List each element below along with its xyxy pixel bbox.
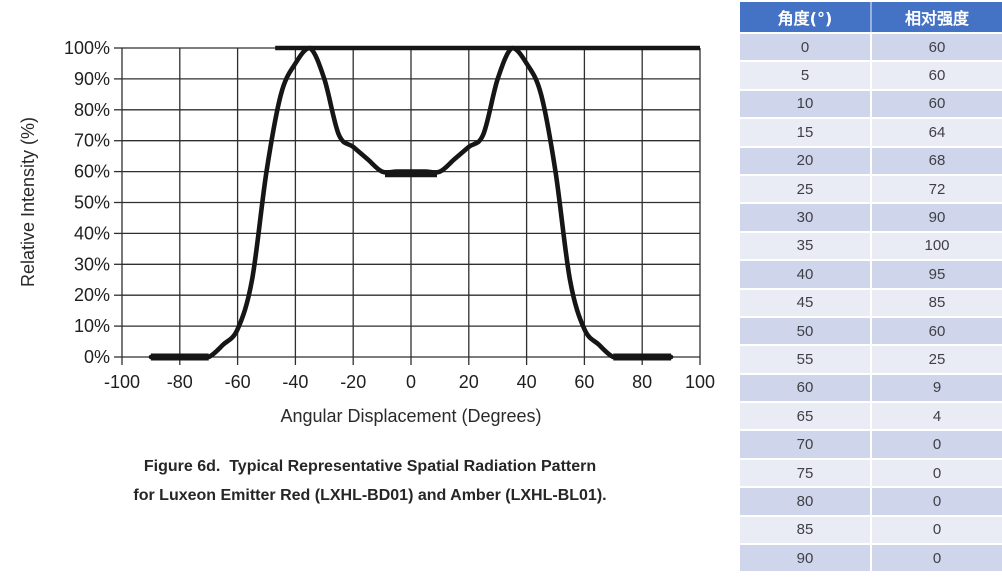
intensity-cell: 68 (871, 146, 1002, 176)
table-row: 45 85 (740, 288, 1002, 318)
angle-table-body: 0 60 5 60 10 60 15 64 20 68 25 72 30 90 35 100 40 95 45 85 5… (740, 33, 1002, 574)
table-row: 65 4 (740, 402, 1002, 432)
y-tick-label: 60% (74, 162, 110, 182)
angle-cell: 5 (740, 61, 872, 91)
angle-cell: 15 (740, 118, 872, 148)
table-row: 0 60 (740, 33, 1002, 63)
table-row: 20 68 (740, 146, 1002, 176)
table-row: 15 64 (740, 118, 1002, 148)
table-row: 25 72 (740, 174, 1002, 205)
table-row: 40 95 (740, 260, 1002, 290)
table-row: 70 0 (740, 430, 1002, 460)
angle-cell: 50 (740, 316, 872, 347)
y-tick-label: 40% (74, 223, 110, 243)
x-tick-label: 40 (517, 372, 537, 392)
angle-cell: 20 (740, 146, 872, 176)
intensity-cell: 95 (871, 260, 1002, 290)
y-tick-label: 70% (74, 131, 110, 151)
x-tick-label: 80 (632, 372, 652, 392)
y-tick-label: 30% (74, 254, 110, 274)
y-tick-label: 10% (74, 316, 110, 336)
intensity-cell: 100 (871, 231, 1002, 262)
angle-cell: 35 (740, 231, 872, 262)
y-tick-label: 80% (74, 100, 110, 120)
angle-cell: 85 (740, 515, 872, 546)
intensity-cell: 85 (871, 288, 1002, 318)
intensity-cell: 25 (871, 345, 1002, 375)
angle-column-header: 角度(°) (740, 2, 872, 34)
angle-cell: 65 (740, 402, 872, 432)
angle-cell: 0 (740, 33, 872, 63)
intensity-cell: 60 (871, 61, 1002, 91)
table-row: 50 60 (740, 316, 1002, 347)
angle-cell: 55 (740, 345, 872, 375)
intensity-cell: 4 (871, 402, 1002, 432)
table-row: 35 100 (740, 231, 1002, 262)
figure-caption: Figure 6d. Typical Representative Spatia… (0, 452, 740, 510)
intensity-cell: 9 (871, 373, 1002, 404)
table-row: 30 90 (740, 203, 1002, 233)
x-tick-label: -60 (225, 372, 251, 392)
x-tick-label: -80 (167, 372, 193, 392)
intensity-cell: 60 (871, 89, 1002, 120)
angle-cell: 70 (740, 430, 872, 460)
y-tick-label: 100% (64, 38, 110, 58)
angle-cell: 90 (740, 544, 872, 574)
y-tick-label: 0% (84, 347, 110, 367)
angle-cell: 75 (740, 458, 872, 489)
figure-caption-line1: Figure 6d. Typical Representative Spatia… (143, 458, 597, 475)
x-tick-label: 20 (459, 372, 479, 392)
angle-cell: 25 (740, 174, 872, 205)
table-row: 90 0 (740, 544, 1002, 574)
intensity-cell: 0 (871, 515, 1002, 546)
angle-cell: 30 (740, 203, 872, 233)
angle-table-header: 角度(°) 相对强度 (740, 2, 1002, 34)
angle-cell: 45 (740, 288, 872, 318)
table-row: 55 25 (740, 345, 1002, 375)
y-tick-label: 50% (74, 193, 110, 213)
x-axis-title: Angular Displacement (Degrees) (280, 406, 542, 426)
x-tick-label: -40 (282, 372, 308, 392)
x-tick-label: 100 (685, 372, 715, 392)
angle-cell: 60 (740, 373, 872, 404)
x-tick-label: -100 (104, 372, 140, 392)
angle-cell: 80 (740, 487, 872, 517)
intensity-cell: 0 (871, 430, 1002, 460)
intensity-cell: 64 (871, 118, 1002, 148)
intensity-cell: 0 (871, 544, 1002, 574)
angle-cell: 10 (740, 89, 872, 120)
x-tick-label: 60 (574, 372, 594, 392)
table-row: 80 0 (740, 487, 1002, 517)
intensity-cell: 60 (871, 33, 1002, 63)
radiation-pattern-chart: 0% 10% 20% 30% 40% 50% 60% 70% 80% 90% 100% -100 -80… (64, 38, 715, 392)
angle-cell: 40 (740, 260, 872, 290)
table-row: 60 9 (740, 373, 1002, 404)
intensity-cell: 0 (871, 487, 1002, 517)
figure-caption-line2: for Luxeon Emitter Red (LXHL-BD01) and A… (133, 487, 607, 504)
x-tick-label: -20 (340, 372, 366, 392)
y-tick-label: 90% (74, 69, 110, 89)
table-row: 85 0 (740, 515, 1002, 546)
intensity-cell: 0 (871, 458, 1002, 489)
table-row: 5 60 (740, 61, 1002, 91)
table-row: 75 0 (740, 458, 1002, 489)
intensity-column-header: 相对强度 (871, 2, 1002, 34)
x-tick-label: 0 (406, 372, 416, 392)
table-header-row: 角度(°) 相对强度 (740, 2, 1002, 34)
y-axis-title: Relative Intensity (%) (18, 116, 38, 288)
intensity-cell: 72 (871, 174, 1002, 205)
table-row: 10 60 (740, 89, 1002, 120)
intensity-cell: 90 (871, 203, 1002, 233)
intensity-cell: 60 (871, 316, 1002, 347)
y-tick-label: 20% (74, 285, 110, 305)
radiation-figure-panel: 0% 10% 20% 30% 40% 50% 60% 70% 80% 90% 100% -100 -80… (0, 38, 740, 510)
angle-intensity-table: 角度(°) 相对强度 0 60 5 60 10 60 15 64 20 68 25 72 30 90 35 1… (740, 2, 1002, 574)
